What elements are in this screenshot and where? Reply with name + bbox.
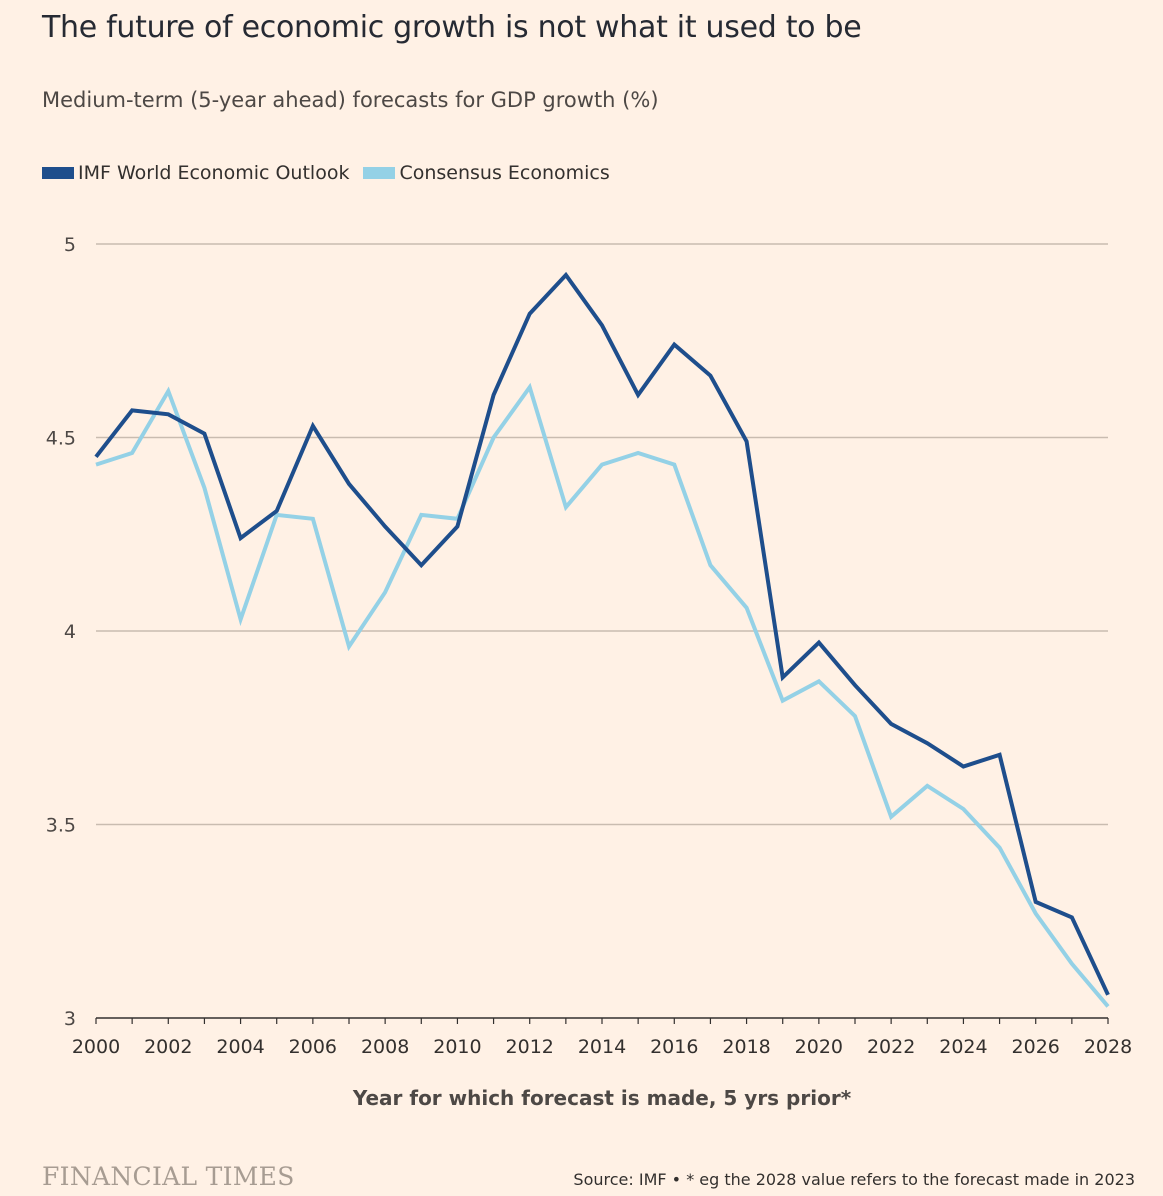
y-axis-ticks: 3 3.5 4 4.5 5 <box>46 234 76 1030</box>
x-tick-label: 2010 <box>433 1036 481 1058</box>
series-line-consensus <box>95 382 1110 1008</box>
x-tick-label: 2024 <box>939 1036 987 1058</box>
x-tick-label: 2016 <box>650 1036 698 1058</box>
y-tick-label: 3.5 <box>46 815 76 837</box>
x-tick-label: 2018 <box>722 1036 770 1058</box>
series-lines <box>94 271 1110 1008</box>
x-tick-label: 2022 <box>867 1036 915 1058</box>
legend-label-imf: IMF World Economic Outlook <box>78 162 350 184</box>
line-chart: 33.544.55 2000 2002 2004 2006 2008 2010 2012 20… <box>46 234 1132 1110</box>
legend: IMF World Economic Outlook Consensus Eco… <box>42 162 624 184</box>
x-tick-label: 2014 <box>578 1036 626 1058</box>
chart-title: The future of economic growth is not wha… <box>42 10 862 45</box>
source-note: Source: IMF • * eg the 2028 value refers… <box>573 1170 1135 1189</box>
chart-subtitle: Medium-term (5-year ahead) forecasts for… <box>42 88 659 112</box>
y-tick-label: 3 <box>64 1008 76 1030</box>
ft-logo: FINANCIAL TIMES <box>42 1162 295 1191</box>
x-tick-label: 2028 <box>1084 1036 1132 1058</box>
x-tick-label: 2020 <box>795 1036 843 1058</box>
x-axis-label: Year for which forecast is made, 5 yrs p… <box>352 1086 852 1110</box>
y-tick-label: 4 <box>64 621 76 643</box>
y-tick-label: 4.5 <box>46 428 76 450</box>
x-tick-label: 2002 <box>144 1036 192 1058</box>
legend-item-consensus: Consensus Economics <box>363 162 610 184</box>
series-line-imf <box>94 271 1110 996</box>
x-tick-label: 2006 <box>289 1036 337 1058</box>
y-tick-label: 5 <box>64 234 76 256</box>
gridlines <box>96 243 1108 826</box>
x-axis: 2000 2002 2004 2006 2008 2010 2012 2014 2016 2018… <box>72 1017 1132 1058</box>
legend-label-consensus: Consensus Economics <box>399 162 610 184</box>
legend-item-imf: IMF World Economic Outlook <box>42 162 349 184</box>
x-tick-label: 2004 <box>216 1036 264 1058</box>
x-tick-label: 2000 <box>72 1036 120 1058</box>
x-tick-label: 2026 <box>1012 1036 1060 1058</box>
legend-swatch-consensus <box>363 167 396 179</box>
x-tick-label: 2012 <box>506 1036 554 1058</box>
x-tick-label: 2008 <box>361 1036 409 1058</box>
legend-swatch-imf <box>42 167 74 179</box>
